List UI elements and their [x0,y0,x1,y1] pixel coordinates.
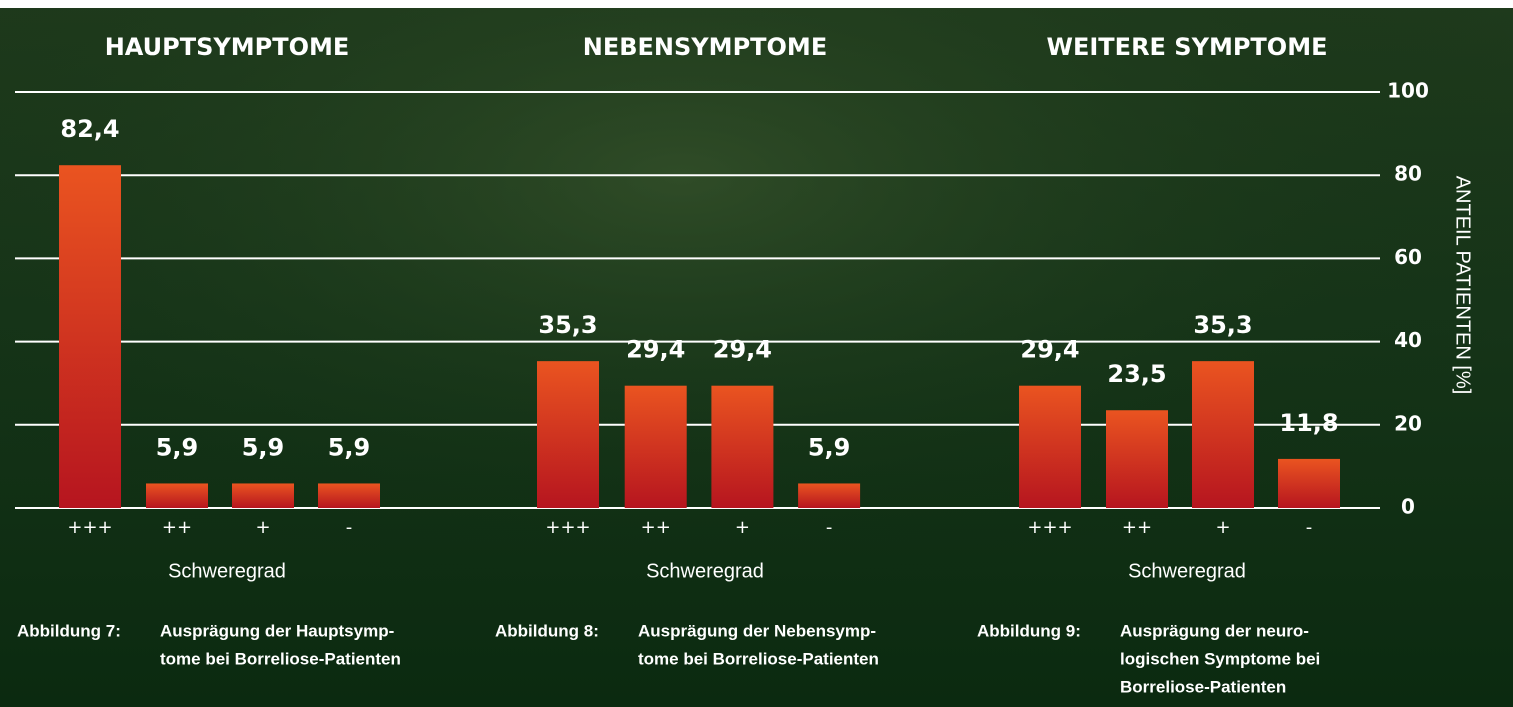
caption-line: logischen Symptome bei [1120,649,1320,668]
bar [232,483,294,508]
caption-line: Borreliose-Patienten [1120,677,1286,696]
value-label: 29,4 [1020,336,1079,364]
bar [1192,361,1254,508]
bar [1278,458,1340,508]
value-label: 35,3 [1193,311,1252,339]
x-axis-label: Schweregrad [1128,560,1246,582]
x-tick-label: +++ [545,517,590,538]
value-label: 5,9 [242,433,285,461]
value-label: 11,8 [1279,409,1338,437]
y-axis-label: ANTEIL PATIENTEN [%] [1452,176,1474,395]
x-tick-label: + [1215,517,1230,538]
value-label: 35,3 [538,311,597,339]
bar [711,385,774,508]
bar [1019,385,1081,508]
bar [1106,410,1168,508]
x-tick-label: ++ [162,517,192,538]
value-label: 5,9 [808,433,851,461]
y-tick-label: 40 [1394,328,1422,352]
caption-label: Abbildung 8: [495,621,599,640]
value-label: 5,9 [328,433,371,461]
caption-line: tome bei Borreliose-Patienten [160,649,401,668]
caption-label: Abbildung 7: [17,621,121,640]
x-tick-label: - [346,517,353,538]
y-tick-label: 20 [1394,411,1422,435]
y-tick-label: 80 [1394,162,1422,186]
caption-label: Abbildung 9: [977,621,1081,640]
value-label: 82,4 [60,115,119,143]
x-tick-label: +++ [67,517,112,538]
value-label: 29,4 [713,336,772,364]
x-tick-label: - [826,517,833,538]
x-tick-label: + [735,517,750,538]
y-tick-label: 60 [1394,245,1422,269]
value-label: 29,4 [626,336,685,364]
x-axis-label: Schweregrad [168,560,286,582]
x-axis-label: Schweregrad [646,560,764,582]
caption-line: Ausprägung der neuro- [1120,621,1309,640]
x-tick-label: ++ [1122,517,1152,538]
x-tick-label: - [1306,517,1313,538]
x-tick-label: +++ [1027,517,1072,538]
y-tick-label: 100 [1387,79,1429,103]
x-tick-label: ++ [641,517,671,538]
panel-title: WEITERE SYMPTOME [1047,33,1328,61]
bar [624,385,687,508]
top-border [0,0,1513,8]
bar [59,165,121,508]
panel-title: HAUPTSYMPTOME [105,33,350,61]
value-label: 5,9 [156,433,199,461]
bar [798,483,861,508]
x-tick-label: + [255,517,270,538]
bar [537,361,599,508]
bar [146,483,208,508]
panel-title: NEBENSYMPTOME [583,33,827,61]
caption-line: tome bei Borreliose-Patienten [638,649,879,668]
value-label: 23,5 [1107,360,1166,388]
caption-line: Ausprägung der Nebensymp- [638,621,876,640]
y-tick-label: 0 [1401,495,1415,519]
caption-line: Ausprägung der Hauptsymp- [160,621,394,640]
bar [318,483,380,508]
